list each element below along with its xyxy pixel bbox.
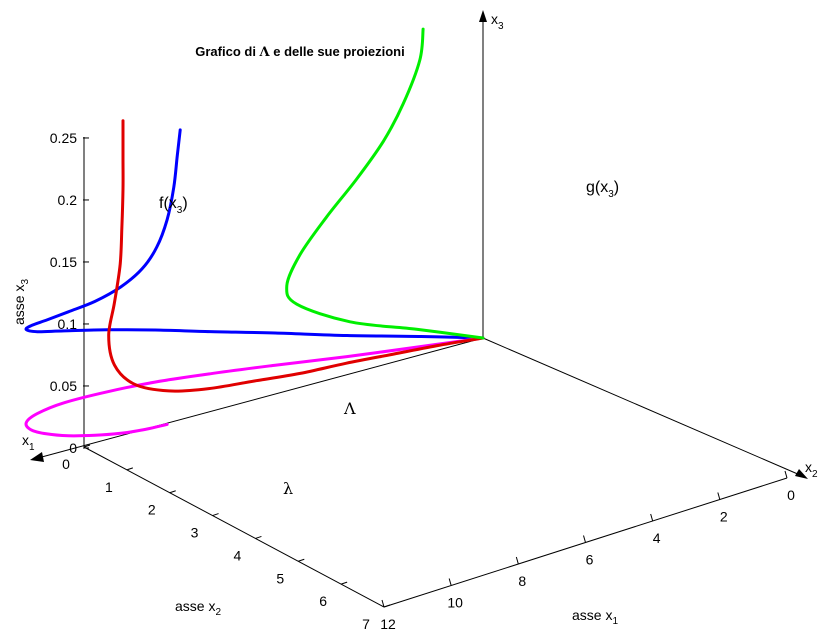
y-tick-mark bbox=[212, 513, 219, 517]
x-tick-label: 12 bbox=[380, 616, 396, 630]
g-curve bbox=[285, 27, 485, 340]
x3-axis-ticks: 0 0.05 0.1 0.15 0.2 0.25 bbox=[50, 130, 90, 456]
x1-arrow-label: x1 bbox=[22, 432, 35, 453]
x3-axis-arrow bbox=[479, 10, 487, 22]
y-tick-mark bbox=[126, 467, 134, 471]
x3-arrow-label: x3 bbox=[491, 11, 504, 32]
x-tick-mark bbox=[784, 470, 788, 479]
x-tick-mark bbox=[650, 513, 654, 522]
lambda-capital-curve bbox=[24, 128, 485, 340]
x-tick-label: 0 bbox=[787, 487, 795, 503]
x2-axis-line bbox=[482, 337, 801, 476]
box-x2-edge bbox=[83, 446, 385, 608]
g-series-label: g(x3) bbox=[586, 179, 619, 200]
x-axis-label: asse x1 bbox=[572, 607, 618, 627]
z-tick-label: 0.05 bbox=[50, 378, 77, 394]
lambda-curve bbox=[24, 336, 485, 438]
x-tick-label: 10 bbox=[447, 595, 463, 611]
x-tick-label: 2 bbox=[720, 509, 728, 525]
x-tick-mark bbox=[448, 578, 452, 586]
series-group bbox=[24, 27, 485, 438]
lambda-series-label: λ bbox=[283, 479, 293, 498]
y-tick-mark bbox=[383, 604, 391, 608]
z-tick-label: 0 bbox=[69, 440, 77, 456]
x-tick-mark bbox=[381, 599, 385, 608]
f-series-label: f(x3) bbox=[159, 195, 188, 216]
f-curve bbox=[107, 119, 485, 393]
y-tick-mark bbox=[83, 444, 91, 448]
y-tick-label: 6 bbox=[319, 593, 327, 609]
y-axis-label: asse x2 bbox=[175, 598, 221, 618]
lambda-capital-series-label: Λ bbox=[343, 399, 356, 418]
x1-axis-ticks: 0 2 4 6 8 10 12 bbox=[380, 470, 795, 630]
x1-axis-arrow bbox=[30, 452, 44, 462]
axes-group bbox=[30, 10, 808, 608]
y-tick-mark bbox=[169, 490, 176, 494]
x-tick-label: 6 bbox=[586, 552, 594, 568]
x-tick-label: 4 bbox=[653, 530, 661, 546]
x-tick-mark bbox=[583, 535, 586, 543]
y-tick-mark bbox=[298, 558, 305, 562]
y-tick-label: 2 bbox=[148, 502, 156, 518]
y-tick-label: 7 bbox=[362, 616, 370, 630]
z-axis-label: asse x3 bbox=[11, 279, 31, 325]
y-tick-label: 5 bbox=[276, 570, 284, 586]
y-tick-mark bbox=[340, 581, 348, 585]
x2-axis-ticks: 0 1 2 3 4 5 6 7 bbox=[62, 444, 391, 630]
z-tick-label: 0.1 bbox=[58, 316, 78, 332]
x-tick-mark bbox=[515, 556, 519, 565]
z-tick-label: 0.2 bbox=[58, 192, 78, 208]
x-tick-label: 8 bbox=[518, 573, 526, 589]
y-tick-label: 4 bbox=[234, 547, 242, 563]
chart-title: Grafico di Λ e delle sue proiezioni bbox=[195, 44, 404, 60]
z-tick-label: 0.15 bbox=[50, 254, 77, 270]
y-tick-mark bbox=[255, 535, 262, 539]
x2-axis-arrow bbox=[795, 469, 808, 479]
z-tick-label: 0.25 bbox=[50, 130, 77, 146]
x2-arrow-label: x2 bbox=[805, 459, 818, 480]
x-tick-mark bbox=[717, 492, 721, 500]
y-tick-label: 3 bbox=[191, 525, 199, 541]
x1-axis-line bbox=[37, 337, 484, 459]
y-tick-label: 0 bbox=[62, 456, 70, 472]
y-tick-label: 1 bbox=[105, 479, 113, 495]
